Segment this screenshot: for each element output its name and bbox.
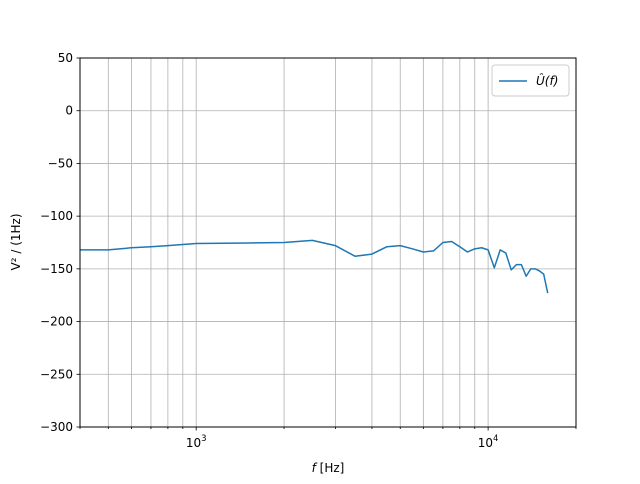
y-tick-label: −200 <box>40 315 73 329</box>
y-tick-label: 0 <box>65 104 73 118</box>
x-axis-label-unit: [Hz] <box>316 461 345 475</box>
x-axis-label-var: f <box>312 461 318 475</box>
series-layer <box>80 239 549 294</box>
y-tick-label: −50 <box>48 156 73 170</box>
x-tick-label-exponent: 4 <box>493 434 498 444</box>
legend-label: Û(f) <box>536 73 558 88</box>
y-tick-label: −150 <box>40 262 73 276</box>
y-tick-label: 50 <box>58 51 73 65</box>
legend: Û(f) <box>491 64 570 97</box>
legend-box <box>491 64 570 97</box>
y-tick-label: −100 <box>40 209 73 223</box>
x-tick-label-base: 10 <box>478 436 493 450</box>
x-tick-label: 104 <box>478 434 499 450</box>
y-tick-label: −300 <box>40 420 73 434</box>
x-tick-label: 103 <box>186 434 207 450</box>
y-tick-label: −250 <box>40 367 73 381</box>
x-tick-label-base: 10 <box>186 436 201 450</box>
plot-area <box>80 58 576 427</box>
x-axis-label: f [Hz] <box>312 461 345 475</box>
plot-frame <box>79 57 577 428</box>
y-axis-label: V² / (1Hz) <box>9 213 23 270</box>
x-tick-label-exponent: 3 <box>201 434 206 444</box>
series-line <box>80 239 549 294</box>
